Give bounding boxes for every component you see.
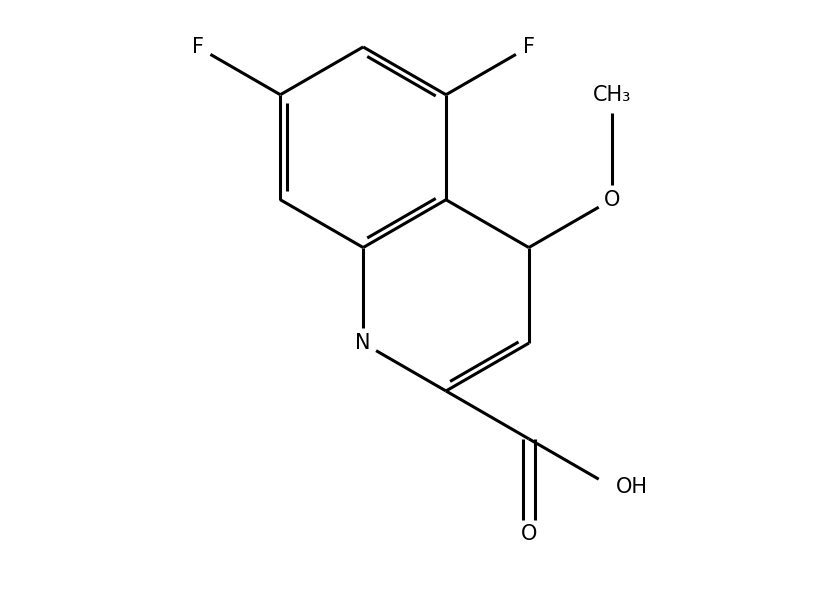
Text: F: F [523, 37, 535, 57]
Text: O: O [520, 524, 537, 545]
Text: F: F [192, 37, 203, 57]
Text: O: O [604, 190, 620, 210]
Text: OH: OH [615, 477, 648, 496]
Text: N: N [355, 333, 371, 353]
Text: CH₃: CH₃ [592, 85, 631, 105]
